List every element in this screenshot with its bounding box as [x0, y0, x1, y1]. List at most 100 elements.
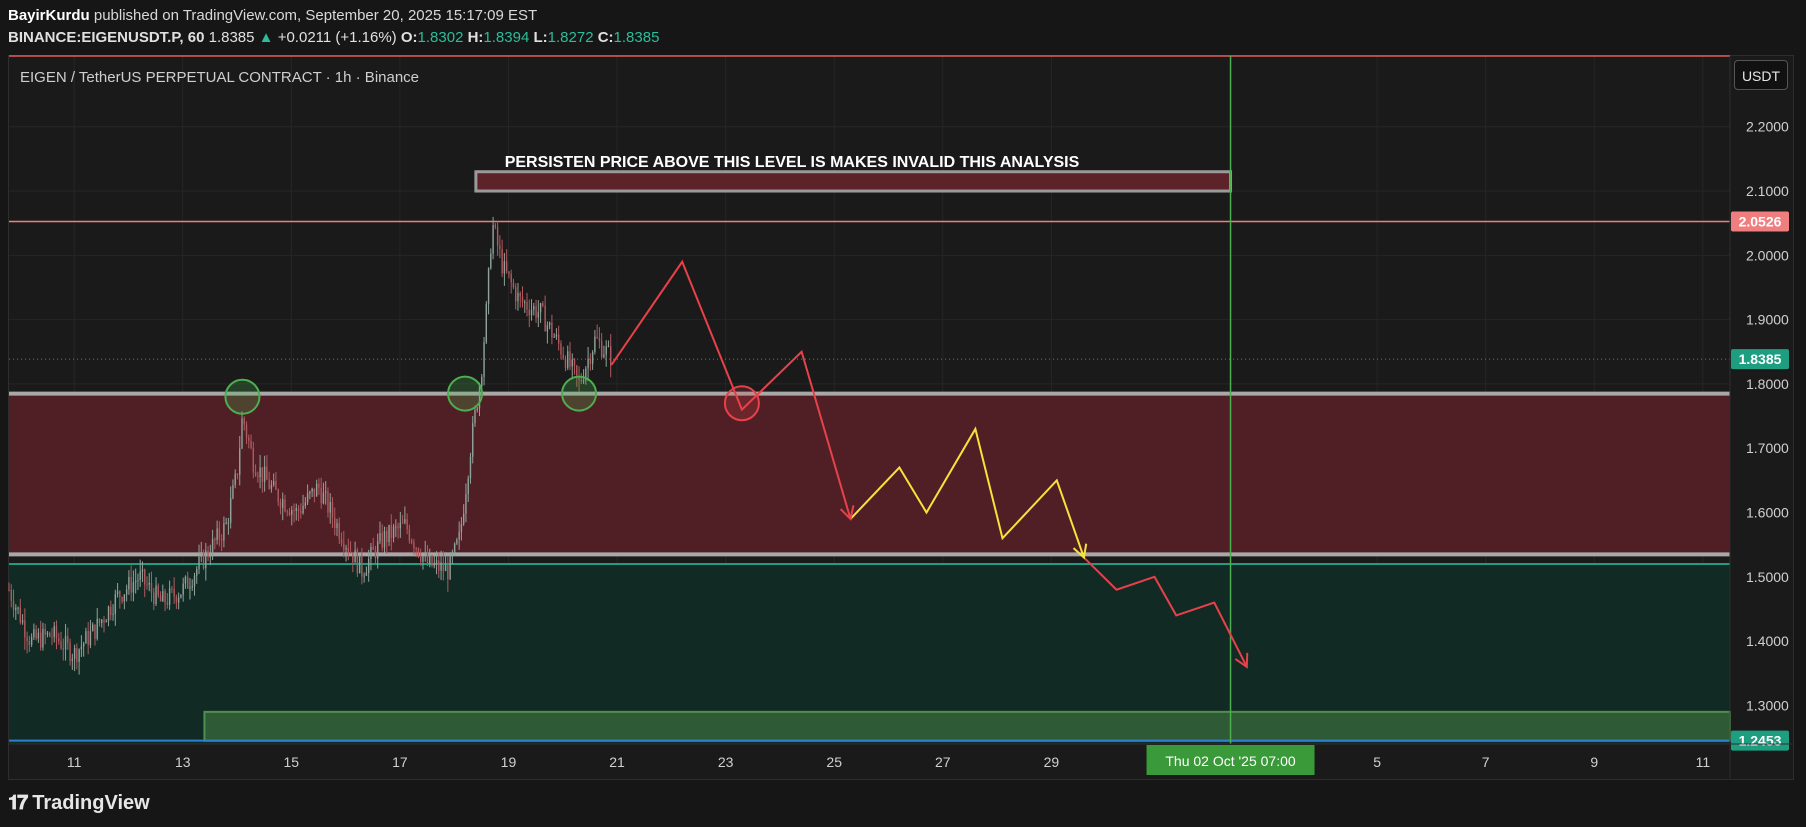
- high-label: H:: [467, 29, 484, 46]
- candle-body: [578, 375, 580, 380]
- candle-body: [69, 642, 71, 662]
- candle-body: [277, 489, 279, 502]
- candle-body: [367, 558, 370, 573]
- low-support-box[interactable]: [203, 710, 1731, 742]
- candle-body: [44, 628, 46, 635]
- candle-body: [515, 287, 517, 302]
- candle-body: [150, 582, 153, 593]
- candle-body: [349, 552, 352, 554]
- currency-button[interactable]: USDT: [1734, 60, 1788, 90]
- candle-body: [386, 531, 388, 543]
- candle-body: [499, 245, 501, 250]
- invalidation-annotation[interactable]: PERSISTEN PRICE ABOVE THIS LEVEL IS MAKE…: [505, 154, 1080, 171]
- candle-body: [435, 560, 438, 564]
- candle-body: [232, 485, 234, 499]
- candle-body: [275, 481, 277, 490]
- candle-body: [533, 306, 535, 310]
- candle-body: [324, 491, 327, 493]
- projection-red-path-2[interactable]: [1083, 556, 1248, 668]
- green-circle-marker[interactable]: [447, 375, 484, 412]
- candle-body: [422, 556, 424, 562]
- candle-body: [304, 502, 307, 506]
- candle-body: [354, 550, 356, 563]
- green-circle-marker[interactable]: [224, 378, 261, 415]
- candle-body: [121, 597, 123, 602]
- candle-body: [539, 303, 542, 313]
- candle-body: [164, 591, 166, 603]
- projection-yellow-path[interactable]: [849, 426, 1085, 558]
- tradingview-brand[interactable]: 𝟏𝟕 TradingView: [8, 792, 150, 815]
- invalidation-box[interactable]: [474, 170, 1233, 193]
- candle-body: [19, 607, 22, 623]
- candle-body: [220, 539, 223, 541]
- candle-body: [282, 499, 284, 509]
- candle-body: [415, 548, 417, 550]
- candle-body: [261, 467, 264, 482]
- candle-body: [205, 550, 207, 569]
- candle-body: [223, 523, 225, 541]
- candle-body: [336, 523, 338, 528]
- candle-body: [562, 354, 564, 359]
- candle-body: [605, 346, 607, 355]
- close-label: C:: [597, 29, 614, 46]
- candle-body: [284, 499, 286, 512]
- candle-body: [589, 358, 592, 364]
- projection-paths: [610, 259, 1249, 669]
- projection-red-path-1[interactable]: [610, 259, 852, 520]
- candle-body: [417, 548, 420, 556]
- red-zone: [9, 393, 1730, 555]
- crosshair-date-label: Thu 02 Oct '25 07:00: [1165, 753, 1296, 769]
- candle-body: [105, 621, 107, 623]
- candle-body: [259, 467, 261, 478]
- candle-body: [252, 448, 255, 473]
- open-value: 1.8302: [417, 29, 464, 46]
- candle-body: [157, 585, 159, 596]
- price-change: +0.0211 (+1.16%): [277, 29, 397, 46]
- candle-body: [214, 538, 216, 541]
- candle-body: [103, 619, 105, 623]
- y-tick-label: 1.8000: [1746, 376, 1789, 392]
- candle-body: [173, 588, 175, 597]
- candle-body: [374, 549, 377, 559]
- candle-body: [505, 261, 508, 272]
- candle-body: [358, 555, 361, 574]
- candle-body: [582, 380, 585, 382]
- symbol-info: BINANCE:EIGENUSDT.P, 60 1.8385 ▲ +0.0211…: [8, 29, 659, 46]
- candle-body: [512, 282, 515, 288]
- candle-body: [229, 498, 232, 523]
- x-tick-label: 11: [1696, 754, 1711, 770]
- candle-body: [128, 576, 130, 590]
- candle-body: [94, 624, 96, 639]
- green-circle-marker[interactable]: [561, 375, 598, 412]
- candle-body: [24, 620, 26, 638]
- candle-body: [82, 643, 85, 647]
- candle-body: [607, 345, 610, 347]
- candle-body: [318, 483, 320, 488]
- candle-body: [270, 484, 273, 489]
- candle-body: [327, 491, 329, 513]
- candle-body: [508, 271, 510, 275]
- candle-body: [295, 508, 297, 512]
- author-name[interactable]: BayirKurdu: [8, 7, 90, 24]
- red-circle-marker[interactable]: [723, 385, 760, 422]
- candle-body: [64, 635, 67, 650]
- candle-body: [250, 440, 252, 449]
- candle-body: [67, 635, 69, 643]
- candle-body: [55, 626, 58, 639]
- candle-body: [576, 365, 578, 376]
- candle-body: [144, 569, 146, 585]
- candle-body: [10, 589, 12, 601]
- candle-body: [401, 522, 404, 524]
- candle-body: [467, 478, 469, 494]
- candle-body: [340, 539, 343, 544]
- candle-body: [379, 533, 381, 542]
- candle-body: [166, 602, 169, 605]
- y-tick-label: 1.7000: [1746, 440, 1789, 456]
- low-label: L:: [533, 29, 548, 46]
- candle-body: [322, 492, 325, 504]
- candle-body: [501, 249, 503, 274]
- candle-body: [462, 513, 465, 524]
- candle-body: [483, 342, 485, 377]
- candle-body: [356, 550, 359, 574]
